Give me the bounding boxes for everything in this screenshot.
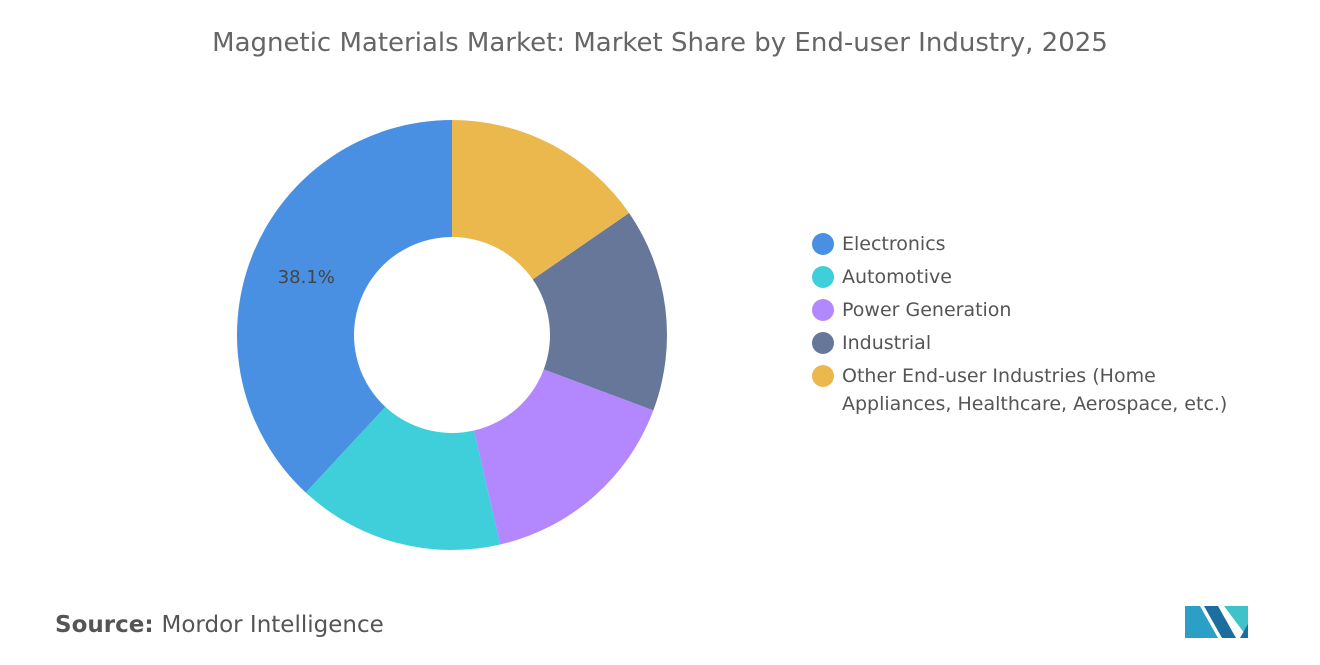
legend-swatch xyxy=(812,266,834,288)
source-label: Source: xyxy=(55,612,154,638)
legend-item: Electronics xyxy=(812,230,1242,258)
legend: Electronics Automotive Power Generation Ind… xyxy=(812,230,1242,423)
legend-label: Electronics xyxy=(842,233,946,255)
legend-label: Automotive xyxy=(842,266,952,288)
legend-item: Power Generation xyxy=(812,296,1242,324)
legend-item: Industrial xyxy=(812,329,1242,357)
chart-title: Magnetic Materials Market: Market Share … xyxy=(212,28,1108,58)
source-text: Mordor Intelligence xyxy=(161,612,384,638)
legend-item: Other End-user Industries (Home Applianc… xyxy=(812,362,1242,418)
legend-item: Automotive xyxy=(812,263,1242,291)
slice xyxy=(236,120,452,493)
legend-label: Other End-user Industries (Home Applianc… xyxy=(842,365,1228,415)
legend-label: Power Generation xyxy=(842,299,1012,321)
slice xyxy=(305,406,501,550)
source: Source: Mordor Intelligence xyxy=(55,612,384,638)
data-label: 38.1% xyxy=(278,267,335,288)
legend-swatch xyxy=(812,299,834,321)
legend-swatch xyxy=(812,365,834,387)
logo xyxy=(1185,606,1248,638)
slice xyxy=(532,213,667,411)
legend-swatch xyxy=(812,332,834,354)
legend-label: Industrial xyxy=(842,332,932,354)
legend-swatch xyxy=(812,233,834,255)
slice xyxy=(452,120,630,280)
slice xyxy=(473,369,654,545)
